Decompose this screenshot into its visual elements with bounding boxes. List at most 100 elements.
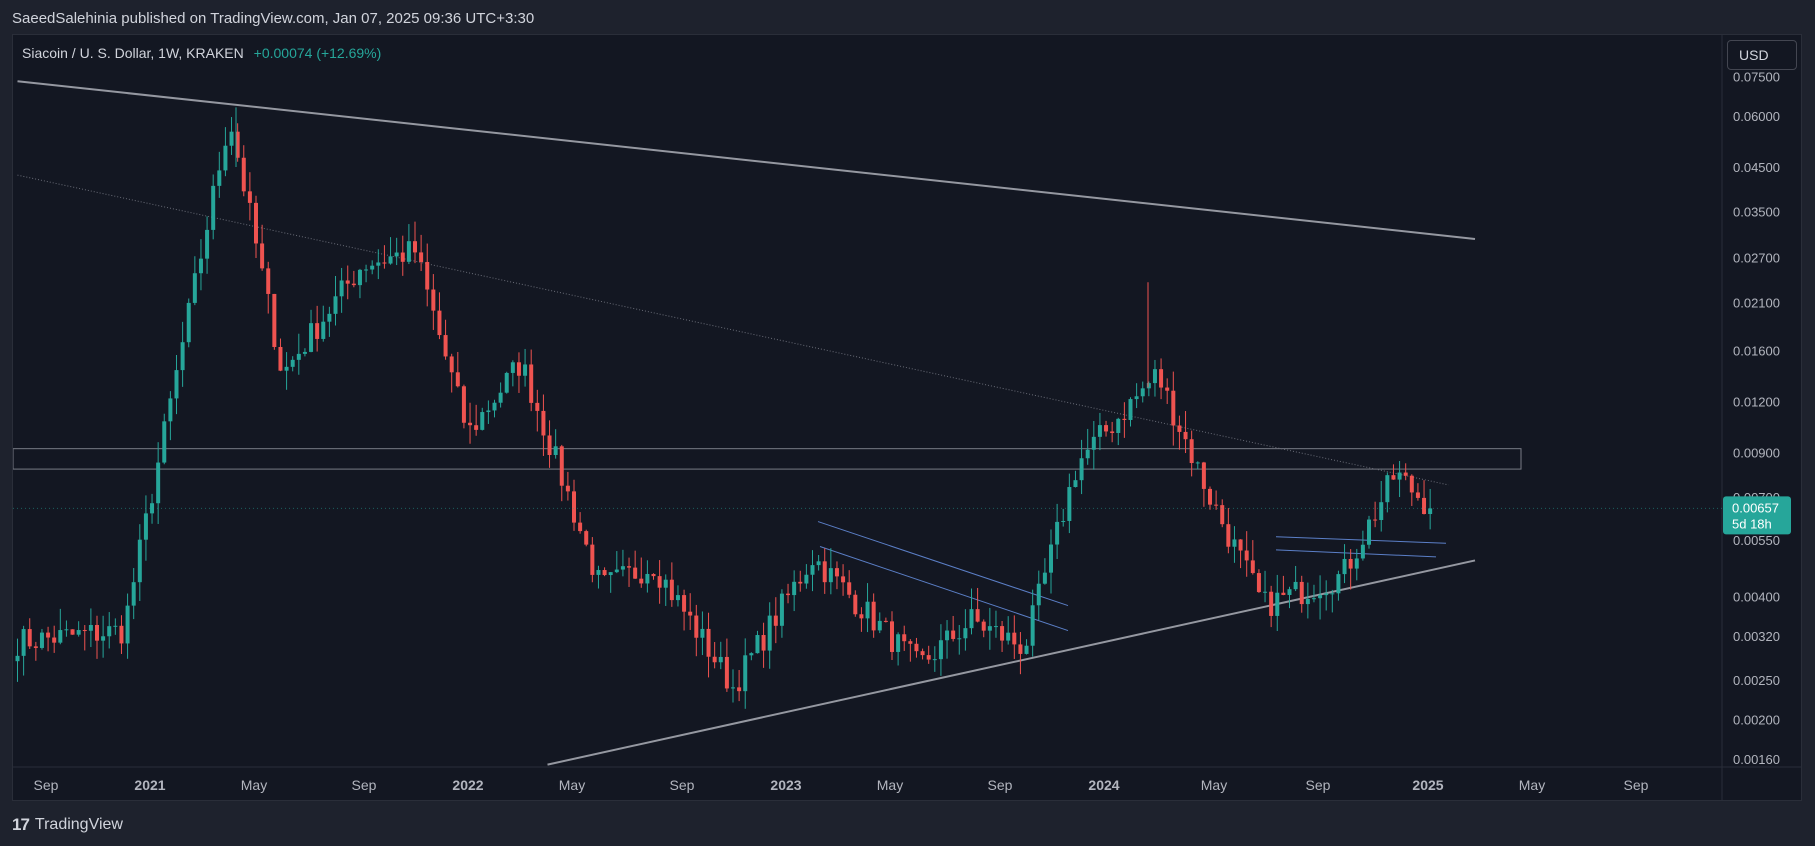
candle-body — [651, 573, 656, 577]
candle-body — [743, 655, 748, 692]
box-channel-bottom — [1275, 549, 1437, 558]
candle-body — [1385, 475, 1390, 503]
symbol-legend[interactable]: Siacoin / U. S. Dollar, 1W, KRAKEN +0.00… — [22, 45, 381, 61]
candle-body — [1397, 472, 1402, 480]
candle-body — [1140, 388, 1145, 397]
candle-body — [498, 392, 503, 403]
candle-body — [486, 410, 491, 413]
x-tick-label: Sep — [670, 777, 695, 793]
candle-body — [516, 362, 521, 376]
candle-body — [223, 145, 228, 171]
candle-body — [1275, 592, 1280, 616]
x-tick-label: Sep — [988, 777, 1013, 793]
candle-body — [504, 372, 509, 393]
candle-body — [529, 364, 534, 403]
candle-body — [1104, 425, 1109, 432]
candle-body — [706, 628, 711, 657]
y-tick-label: 0.01600 — [1733, 343, 1780, 358]
candle-body — [1373, 519, 1378, 521]
candle-body — [468, 422, 473, 426]
candle-body — [272, 293, 277, 347]
candle-body — [388, 256, 393, 264]
x-tick-label: Sep — [1306, 777, 1331, 793]
y-tick-label: 0.00900 — [1733, 446, 1780, 461]
plot-area — [13, 80, 1522, 766]
candle-body — [1159, 369, 1164, 388]
candle-body — [1281, 592, 1286, 595]
candle-body — [1311, 598, 1316, 600]
price-tag-value: 0.00657 — [1732, 500, 1779, 515]
candle-body — [131, 582, 136, 606]
candle-body — [309, 323, 314, 352]
candle-body — [755, 635, 760, 654]
candle-body — [143, 513, 148, 540]
candle-body — [180, 342, 185, 371]
candle-body — [278, 346, 283, 371]
candle-body — [541, 410, 546, 436]
published-by-header: SaeedSalehinia published on TradingView.… — [12, 10, 535, 27]
chart-frame[interactable] — [12, 34, 1802, 801]
candle-body — [926, 655, 931, 660]
candle-body — [737, 687, 742, 692]
candle-body — [1293, 581, 1298, 590]
candle-body — [859, 614, 864, 619]
candle-body — [46, 632, 51, 638]
candle-body — [590, 544, 595, 575]
candle-body — [357, 269, 362, 286]
candle-body — [871, 601, 876, 631]
candle-body — [584, 531, 589, 545]
candle-body — [1012, 632, 1017, 645]
candle-body — [1403, 472, 1408, 476]
candle-body — [351, 283, 356, 286]
candle-body — [828, 568, 833, 583]
candle-body — [39, 632, 44, 648]
candle-body — [596, 570, 601, 575]
candle-body — [572, 491, 576, 523]
candle-body — [382, 262, 387, 264]
footer-brand[interactable]: 17 TradingView — [12, 815, 123, 835]
candle-body — [492, 402, 497, 411]
candle-body — [865, 601, 870, 619]
candle-body — [1085, 449, 1090, 459]
candle-body — [137, 539, 142, 583]
y-tick-label: 0.00200 — [1733, 712, 1780, 727]
candle-body — [119, 625, 124, 644]
candle-body — [370, 265, 375, 270]
candle-body — [1171, 390, 1176, 426]
box-channel-top — [1275, 536, 1447, 544]
currency-button[interactable]: USD — [1727, 40, 1797, 70]
candle-body — [217, 170, 222, 186]
candle-body — [302, 351, 307, 354]
candle-body — [578, 522, 583, 532]
candle-body — [321, 321, 326, 339]
candle-body — [559, 446, 564, 486]
candle-body — [761, 635, 766, 651]
candle-body — [1195, 462, 1200, 464]
candle-body — [1244, 550, 1249, 561]
y-tick-label: 0.06000 — [1733, 109, 1780, 124]
candle-body — [798, 581, 803, 584]
candle-body — [1330, 593, 1335, 595]
candle-body — [266, 268, 271, 294]
candle-body — [731, 687, 735, 689]
candle-body — [461, 386, 466, 423]
candle-body — [1110, 431, 1115, 434]
candle-body — [1049, 544, 1053, 573]
y-tick-label: 0.00250 — [1733, 673, 1780, 688]
candle-body — [535, 402, 540, 411]
candle-body — [841, 576, 846, 583]
candle-body — [290, 359, 295, 367]
y-tick-label: 0.07500 — [1733, 69, 1780, 84]
upper-trendline — [17, 80, 1476, 240]
candle-body — [620, 566, 625, 570]
brand-label: TradingView — [34, 816, 123, 833]
candle-body — [669, 579, 674, 601]
candle-body — [1073, 480, 1078, 488]
tradingview-logo-icon: 17 — [12, 815, 30, 834]
candle-body — [1018, 644, 1023, 654]
candle-body — [82, 630, 87, 632]
candle-body — [156, 462, 161, 504]
x-tick-label: May — [1519, 777, 1545, 793]
candle-body — [449, 356, 454, 373]
